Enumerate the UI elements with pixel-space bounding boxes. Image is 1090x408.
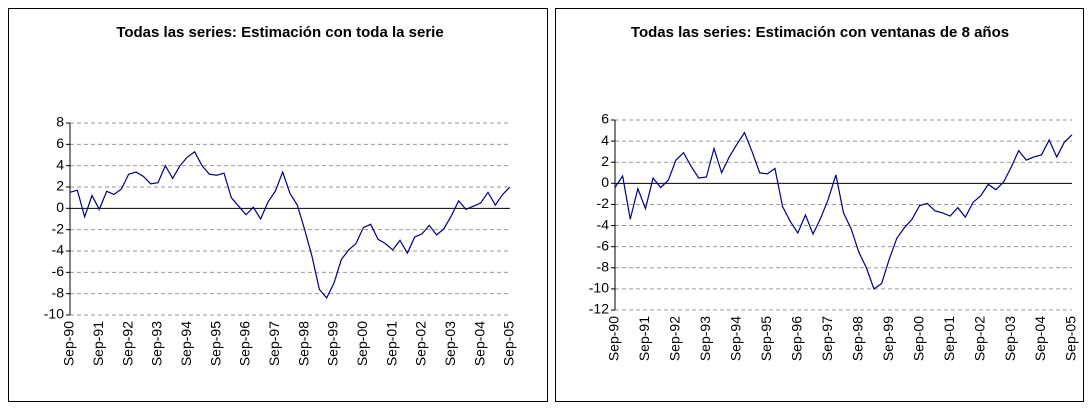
- y-tick-label: -8: [52, 284, 65, 300]
- x-tick-label: Sep-99: [325, 321, 341, 366]
- y-tick-label: -2: [597, 195, 610, 211]
- y-tick-label: -6: [52, 263, 65, 279]
- x-tick-label: Sep-97: [819, 316, 835, 361]
- x-tick-label: Sep-00: [910, 316, 926, 361]
- x-tick-label: Sep-00: [354, 321, 370, 366]
- x-tick-label: Sep-04: [1032, 316, 1048, 361]
- chart-title: Todas las series: Estimación con toda la…: [116, 24, 444, 41]
- y-tick-label: -12: [589, 301, 609, 317]
- x-tick-label: Sep-04: [471, 321, 487, 366]
- x-tick-label: Sep-99: [880, 316, 896, 361]
- y-tick-label: 2: [601, 153, 609, 169]
- x-tick-label: Sep-98: [295, 321, 311, 366]
- y-tick-label: 0: [56, 199, 64, 215]
- x-tick-label: Sep-91: [636, 316, 652, 361]
- y-tick-label: -4: [52, 242, 65, 258]
- x-tick-label: Sep-92: [119, 321, 135, 366]
- y-tick-label: 4: [601, 132, 609, 148]
- panel-border: [555, 8, 1084, 402]
- x-tick-label: Sep-02: [971, 316, 987, 361]
- x-tick-label: Sep-01: [941, 316, 957, 361]
- x-tick-label: Sep-03: [442, 321, 458, 366]
- x-tick-label: Sep-94: [728, 316, 744, 361]
- y-tick-label: -8: [597, 258, 610, 274]
- y-tick-label: 8: [56, 114, 64, 130]
- data-line: [69, 150, 511, 300]
- x-tick-label: Sep-95: [758, 316, 774, 361]
- y-tick-label: 2: [56, 178, 64, 194]
- chart-title: Todas las series: Estimación con ventana…: [630, 24, 1010, 41]
- y-tick-label: -6: [597, 237, 610, 253]
- x-tick-label: Sep-90: [606, 316, 622, 361]
- x-tick-label: Sep-92: [667, 316, 683, 361]
- y-tick-label: -10: [589, 280, 609, 296]
- y-tick-label: 6: [601, 111, 609, 127]
- x-tick-label: Sep-95: [207, 321, 223, 366]
- x-tick-label: Sep-03: [1002, 316, 1018, 361]
- x-tick-label: Sep-91: [90, 321, 106, 366]
- y-tick-label: -2: [52, 220, 65, 236]
- x-tick-label: Sep-97: [266, 321, 282, 366]
- data-line: [614, 131, 1073, 290]
- y-tick-label: 0: [601, 174, 609, 190]
- x-tick-label: Sep-90: [61, 321, 77, 366]
- y-tick-label: 4: [56, 156, 64, 172]
- panel-border: [8, 8, 548, 402]
- x-tick-label: Sep-93: [149, 321, 165, 366]
- x-tick-label: Sep-96: [237, 321, 253, 366]
- x-tick-label: Sep-93: [697, 316, 713, 361]
- x-tick-label: Sep-02: [413, 321, 429, 366]
- x-tick-label: Sep-94: [178, 321, 194, 366]
- x-tick-label: Sep-96: [789, 316, 805, 361]
- x-tick-label: Sep-05: [501, 321, 517, 366]
- y-tick-label: 6: [56, 135, 64, 151]
- x-tick-label: Sep-05: [1063, 316, 1079, 361]
- x-tick-label: Sep-98: [849, 316, 865, 361]
- y-tick-label: -4: [597, 216, 610, 232]
- x-tick-label: Sep-01: [383, 321, 399, 366]
- y-tick-label: -10: [44, 306, 64, 322]
